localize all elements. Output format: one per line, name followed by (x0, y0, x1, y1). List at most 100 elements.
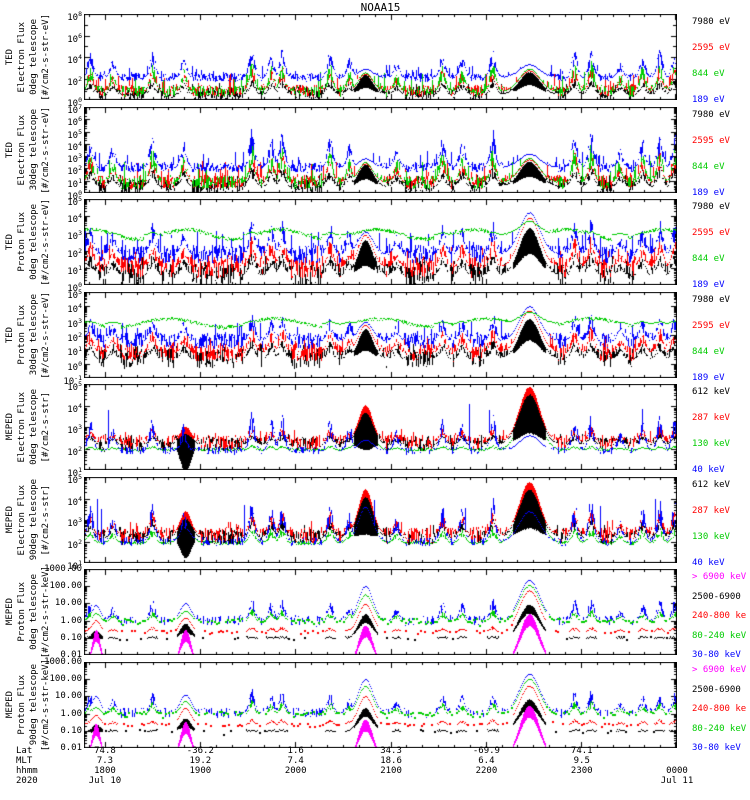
y-axis-label-text: Proton Flux (17, 212, 27, 272)
bottom-axis-value-date: Jul 11 (660, 776, 694, 786)
y-axis-label-line: MEPED (4, 662, 16, 748)
legend-entry: 844 eV (692, 162, 725, 172)
y-tick-label: 102 (67, 444, 82, 458)
y-axis-label-line: Proton Flux (16, 199, 28, 285)
bottom-axis-value-mlt: 7.3 (96, 756, 114, 766)
y-axis-label-text: Electron Flux (17, 114, 27, 186)
y-tick-exponent: 5 (78, 380, 82, 388)
y-axis-label-line: TED (4, 107, 16, 193)
y-axis-label-text: [#/cm2-s-str-keV] (41, 565, 51, 659)
y-axis-label-text: 0deg telescope (29, 574, 39, 650)
y-tick-label: 101 (67, 345, 82, 359)
y-tick-exponent: 2 (78, 537, 82, 546)
y-axis-label-line: MEPED (4, 477, 16, 563)
y-tick-exponent: 5 (78, 473, 82, 481)
bottom-axis-value-lat: 1.6 (287, 746, 304, 756)
y-tick-exponent: 5 (78, 288, 82, 296)
y-axis-label-line: 0deg telescope (28, 199, 40, 285)
y-tick-exponent: 0 (78, 359, 82, 368)
y-axis-label-line: 90deg telescope (28, 477, 40, 563)
y-axis-label-text: MEPED (5, 691, 15, 719)
y-tick-exponent: 4 (78, 401, 82, 410)
y-axis-label-text: TED (5, 233, 15, 251)
y-tick-label: 108 (67, 10, 82, 23)
y-axis-label-text: TED (5, 141, 15, 159)
y-tick-label: 100 (67, 281, 82, 294)
y-tick-exponent: 2 (78, 444, 82, 453)
y-axis-label-text: 0deg telescope (29, 19, 39, 95)
y-tick-label: 103 (67, 316, 82, 330)
bottom-axis-value-hhmm: 2300 (570, 766, 593, 776)
panel-canvas-ted-electron-0deg (84, 14, 677, 100)
y-tick-label: 100.00 (49, 674, 82, 685)
legend-entry: 40 keV (692, 558, 725, 568)
panel-canvas-ted-proton-0deg (84, 199, 677, 285)
legend-entry: 844 eV (692, 254, 725, 264)
y-axis-label-text: MEPED (5, 413, 15, 441)
legend-entry: > 6900 keV (692, 572, 747, 582)
y-tick-label: 105 (67, 195, 82, 208)
y-tick-label: 104 (67, 212, 82, 226)
y-tick-exponent: 6 (78, 31, 82, 40)
legend-entry: 287 keV (692, 506, 730, 516)
y-axis-label-line: Electron Flux (16, 384, 28, 470)
legend-entry: 7980 eV (692, 202, 730, 212)
y-tick-label: 103 (67, 423, 82, 436)
legend-entry: 2595 eV (692, 321, 730, 331)
y-tick-exponent: 1 (78, 263, 82, 272)
legend-entry: 844 eV (692, 347, 725, 357)
panel-canvas-meped-proton-0deg (84, 569, 677, 655)
y-tick-label: 100.00 (49, 581, 82, 592)
y-axis-label-line: Proton Flux (16, 662, 28, 748)
legend-entry: 130 keV (692, 439, 730, 449)
bottom-axis-row-header: MLT (16, 756, 33, 766)
y-tick-label: 102 (67, 74, 82, 88)
bottom-axis-value-hhmm: 1800 (94, 766, 116, 776)
y-tick-exponent: 1 (78, 345, 82, 354)
y-axis-label-text: MEPED (5, 598, 15, 626)
bottom-axis-value-hhmm: 0000 (666, 766, 688, 776)
legend-entry: 7980 eV (692, 110, 730, 120)
y-axis-label-text: MEPED (5, 506, 15, 534)
y-axis-label-line: Proton Flux (16, 569, 28, 655)
bottom-axis-value-mlt: 19.2 (189, 756, 212, 766)
y-tick-exponent: 5 (78, 127, 82, 136)
y-axis-label-line: Electron Flux (16, 107, 28, 193)
y-tick-label: 0.10 (60, 725, 82, 736)
y-tick-label: 101 (67, 263, 82, 277)
y-tick-label: 1000.00 (44, 564, 82, 574)
y-tick-label: 106 (67, 115, 82, 129)
y-axis-label-text: 90deg telescope (29, 664, 39, 746)
legend-entry: 80-240 keV (692, 630, 747, 641)
y-axis-label-line: 90deg telescope (28, 662, 40, 748)
legend-entry: 130 keV (692, 532, 730, 542)
y-tick-exponent: 0 (78, 96, 82, 104)
y-tick-exponent: 2 (78, 164, 82, 173)
y-axis-label-line: Proton Flux (16, 292, 28, 378)
bottom-axis-value-lat: 34.3 (380, 746, 402, 756)
y-tick-label: 105 (67, 127, 82, 141)
y-tick-label: 103 (67, 516, 82, 529)
y-tick-label: 1.00 (60, 615, 82, 626)
y-tick-label: 103 (67, 152, 82, 166)
legend-entry: 612 keV (692, 480, 730, 490)
panel-canvas-meped-electron-0deg (84, 384, 677, 470)
legend-entry: 2500-6900 (692, 684, 741, 695)
bottom-axis-row-header: hhmm (16, 766, 38, 776)
y-tick-label: 10.00 (54, 598, 82, 609)
y-axis-label-text: 90deg telescope (29, 479, 39, 561)
y-tick-label: 105 (67, 380, 82, 393)
y-tick-exponent: 2 (78, 74, 82, 83)
y-axis-label-text: TED (5, 326, 15, 344)
legend-entry: 612 keV (692, 387, 730, 397)
y-axis-label-text: Proton Flux (17, 675, 27, 735)
y-tick-exponent: 1 (78, 176, 82, 185)
bottom-axis-value-hhmm: 2100 (380, 766, 402, 776)
y-axis-label-line: 30deg telescope (28, 107, 40, 193)
legend-entry: 7980 eV (692, 295, 730, 305)
y-tick-label: 105 (67, 288, 82, 301)
plot-title: NOAA15 (360, 1, 401, 14)
y-tick-label: 0.10 (60, 632, 82, 643)
panel-canvas-meped-electron-90deg (84, 477, 677, 563)
